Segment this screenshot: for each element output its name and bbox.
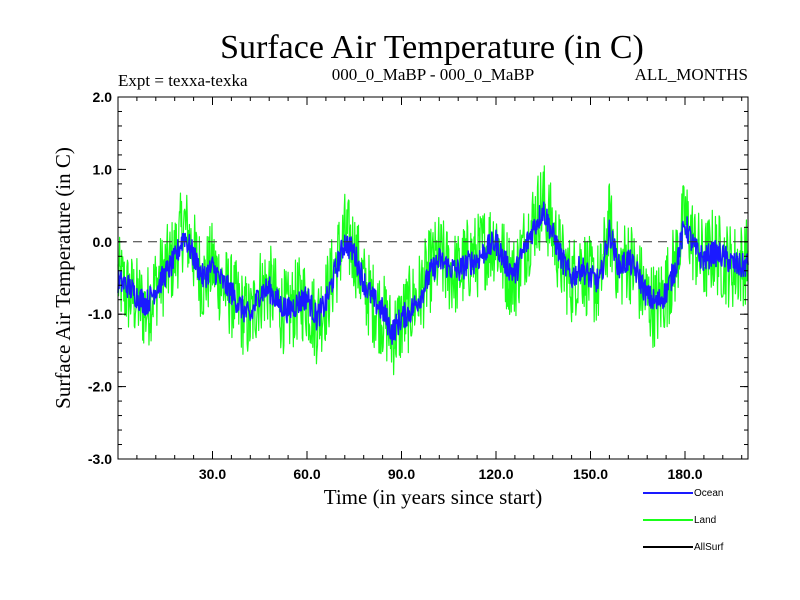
y-tick-label: 2.0 bbox=[93, 89, 113, 105]
x-tick-label: 60.0 bbox=[293, 466, 320, 482]
series-layer bbox=[117, 165, 749, 376]
time-period-label: 000_0_MaBP - 000_0_MaBP bbox=[332, 65, 534, 84]
x-axis-label: Time (in years since start) bbox=[324, 485, 543, 509]
y-axis-label: Surface Air Temperature (in C) bbox=[51, 147, 75, 409]
legend-label-allsurf: AllSurf bbox=[694, 542, 724, 553]
chart-title: Surface Air Temperature (in C) bbox=[220, 29, 644, 66]
x-tick-label: 150.0 bbox=[573, 466, 608, 482]
legend: Ocean Land AllSurf bbox=[643, 488, 724, 553]
plot-frame bbox=[117, 96, 749, 460]
legend-label-land: Land bbox=[694, 515, 716, 526]
y-tick-label: 1.0 bbox=[93, 161, 113, 177]
y-tick-label: 0.0 bbox=[93, 234, 113, 250]
y-tick-label: -2.0 bbox=[88, 379, 112, 395]
y-tick-label: -1.0 bbox=[88, 306, 112, 322]
y-tick-label: -3.0 bbox=[88, 451, 112, 467]
series-line-ocean bbox=[117, 201, 749, 346]
x-tick-label: 30.0 bbox=[199, 466, 226, 482]
months-label: ALL_MONTHS bbox=[635, 65, 748, 84]
legend-label-ocean: Ocean bbox=[694, 488, 723, 499]
x-tick-label: 90.0 bbox=[388, 466, 415, 482]
x-tick-label: 120.0 bbox=[478, 466, 513, 482]
x-tick-label: 180.0 bbox=[667, 466, 702, 482]
axis-layer: -3.0 -2.0 -1.0 0.0 1.0 2.0 30.0 60.0 90.0 120.0 15… bbox=[88, 89, 748, 482]
experiment-label: Expt = texxa-texka bbox=[118, 71, 248, 90]
